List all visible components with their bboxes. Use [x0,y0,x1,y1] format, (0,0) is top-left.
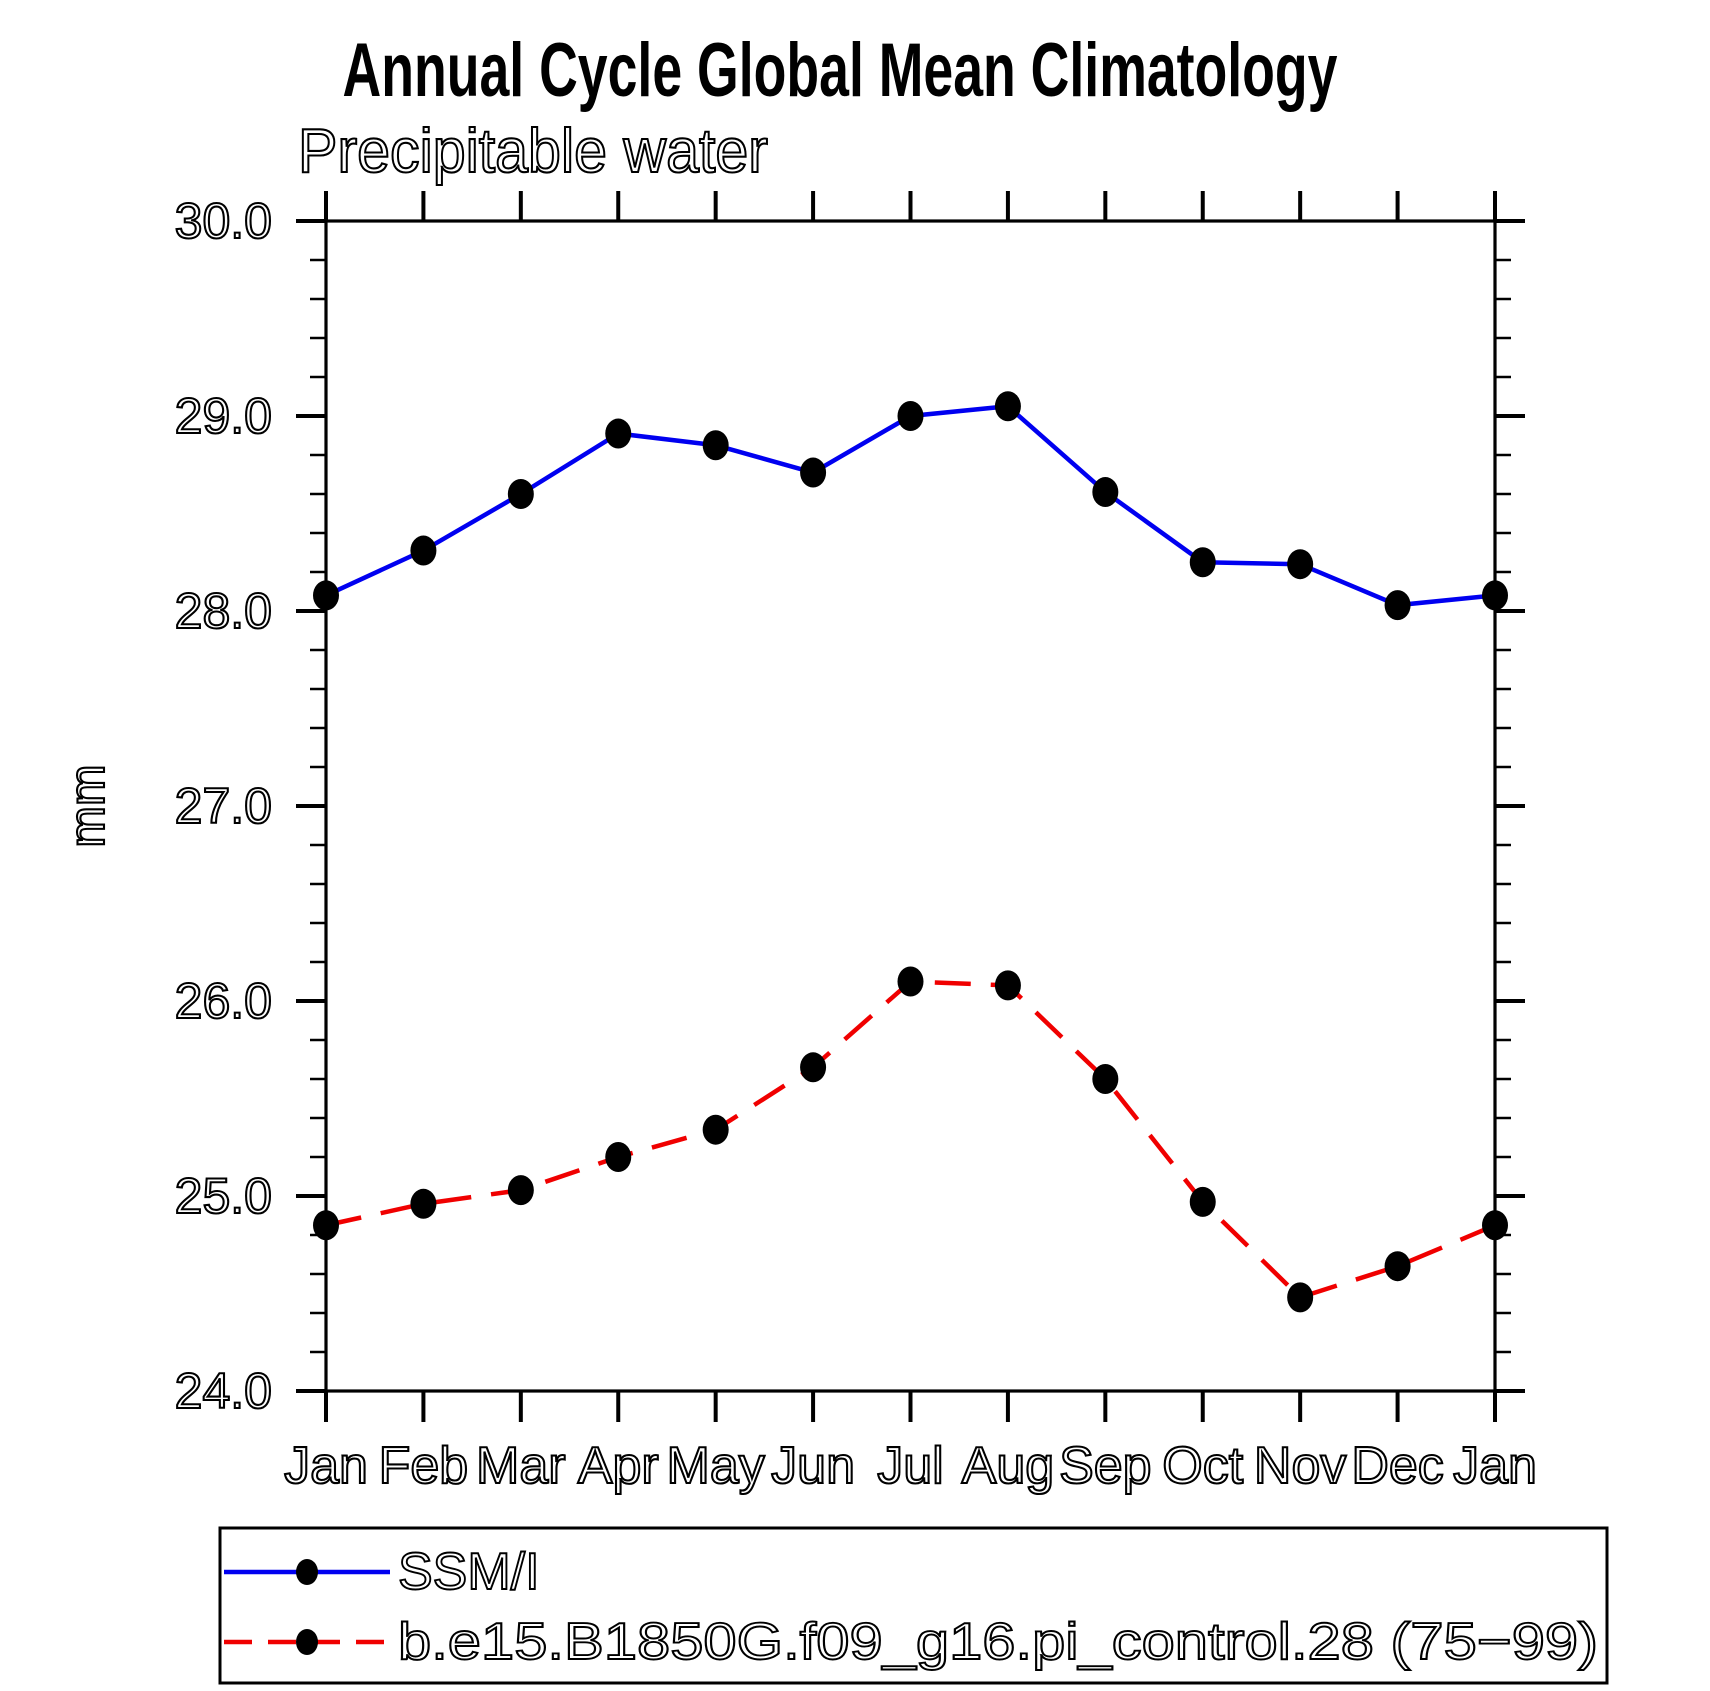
y-tick-label: 26.0 [175,973,272,1029]
x-tick-label: Apr [578,1437,659,1495]
data-point-marker [410,1188,437,1219]
data-point-marker [1287,1282,1314,1313]
y-tick-label: 30.0 [175,193,272,249]
legend-marker [296,1559,318,1585]
data-point-marker [605,418,632,449]
data-point-marker [702,1114,729,1145]
data-point-marker [1189,1186,1216,1217]
data-point-marker [507,1175,534,1206]
x-tick-label: Jun [771,1437,855,1495]
data-point-marker [800,457,827,488]
data-point-marker [897,401,924,431]
x-tick-label: Oct [1162,1437,1243,1495]
series-line-model [325,979,1496,1300]
x-tick-label: Sep [1059,1437,1152,1495]
legend-box [218,1526,1609,1685]
x-tick-label: Jan [284,1437,368,1495]
x-tick-label: Nov [1254,1437,1346,1495]
data-point-marker [1384,1251,1411,1282]
plot-frame [324,219,1497,1393]
data-point-marker [605,1142,632,1172]
data-point-marker [313,1210,339,1241]
y-tick-label: 24.0 [175,1363,272,1419]
data-point-marker [897,966,924,997]
data-point-marker [702,430,729,461]
data-point-marker [994,970,1021,1001]
y-tick-label: 25.0 [175,1168,272,1224]
y-tick-label: 27.0 [175,778,272,834]
data-point-marker [410,535,437,566]
x-tick-label: Mar [476,1437,566,1495]
data-point-marker [1092,477,1119,508]
y-axis-title: mm [59,764,115,847]
data-point-marker [1092,1064,1119,1094]
data-point-marker [1287,549,1314,580]
series-line-ssmi [325,403,1496,608]
data-point-marker [1482,580,1508,611]
page-title: Annual Cycle Global Mean Climatology [343,28,1338,113]
data-point-marker [1189,547,1216,578]
legend-label: SSM/I [398,1543,540,1601]
data-point-marker [507,479,534,509]
x-tick-label: Feb [379,1437,469,1495]
data-point-marker [800,1052,827,1083]
legend-marker [296,1629,318,1655]
x-tick-label: May [667,1437,765,1495]
data-point-marker [313,580,339,611]
data-point-marker [1482,1210,1508,1241]
chart-subtitle: Precipitable water [298,117,768,186]
data-point-marker [1384,590,1411,621]
x-tick-label: Jul [877,1437,943,1495]
y-tick-label: 29.0 [175,388,272,444]
x-tick-label: Jan [1453,1437,1537,1495]
y-tick-label: 28.0 [175,583,272,639]
legend-label: b.e15.B1850G.f09_g16.pi_control.28 (75−9… [398,1613,1598,1671]
x-tick-label: Aug [962,1437,1055,1495]
data-point-marker [994,391,1021,422]
x-tick-label: Dec [1351,1437,1443,1495]
